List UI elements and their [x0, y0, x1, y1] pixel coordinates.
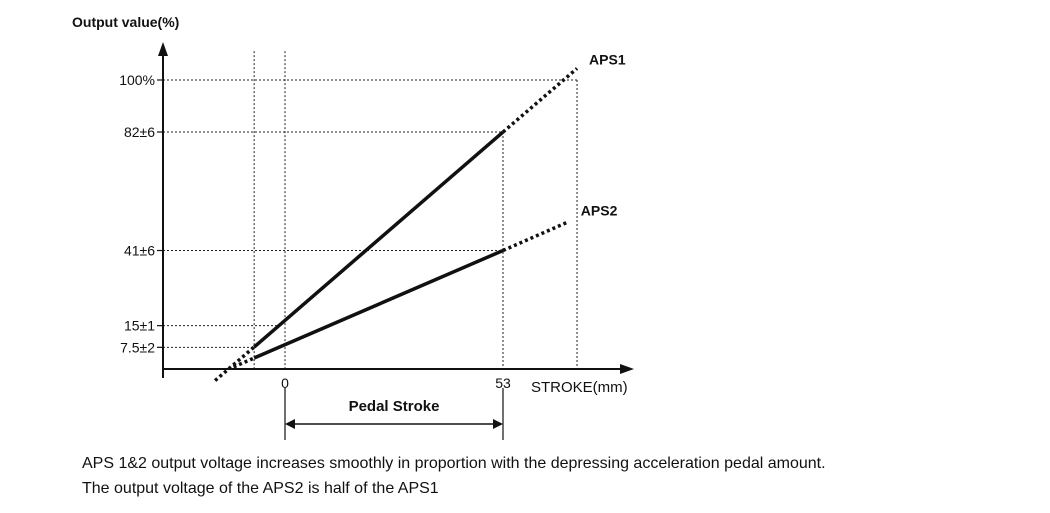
aps2-solid-line	[253, 248, 504, 360]
y-tick-label-4: 7.5±2	[120, 339, 155, 355]
x-tick-label-0: 0	[281, 375, 289, 391]
stroke-range-label: Pedal Stroke	[349, 398, 440, 415]
y-axis-arrowhead	[158, 42, 168, 56]
aps2-dotted-extension-1	[502, 220, 570, 253]
aps1-dotted-extension-0	[213, 345, 256, 382]
stroke-range-arrow-left-head	[285, 419, 295, 429]
x-axis-label: STROKE(mm)	[531, 379, 628, 396]
aps1-series-label: APS1	[589, 51, 626, 67]
aps2-series-label: APS2	[581, 203, 618, 219]
aps1-dotted-extension-1	[501, 67, 579, 134]
y-tick-label-2: 41±6	[124, 243, 155, 259]
labels: Pedal Stroke 100% 82±6 41±6 15±1 7.5±2 0 53 Outp…	[72, 14, 628, 415]
x-tick-label-1: 53	[495, 375, 511, 391]
y-tick-label-1: 82±6	[124, 124, 155, 140]
guide-lines	[163, 51, 578, 440]
axes	[157, 42, 634, 378]
x-axis-arrowhead	[620, 364, 634, 374]
caption-line-2: The output voltage of the APS2 is half o…	[82, 480, 439, 497]
stroke-range-arrow-right-head	[493, 419, 503, 429]
caption-line-1: APS 1&2 output voltage increases smoothl…	[82, 455, 826, 472]
y-tick-label-0: 100%	[119, 72, 155, 88]
series-group	[213, 67, 579, 382]
y-axis-label: Output value(%)	[72, 14, 179, 30]
aps1-solid-line	[253, 130, 505, 349]
y-tick-label-3: 15±1	[124, 318, 155, 334]
aps2-dotted-extension-0	[232, 356, 255, 369]
